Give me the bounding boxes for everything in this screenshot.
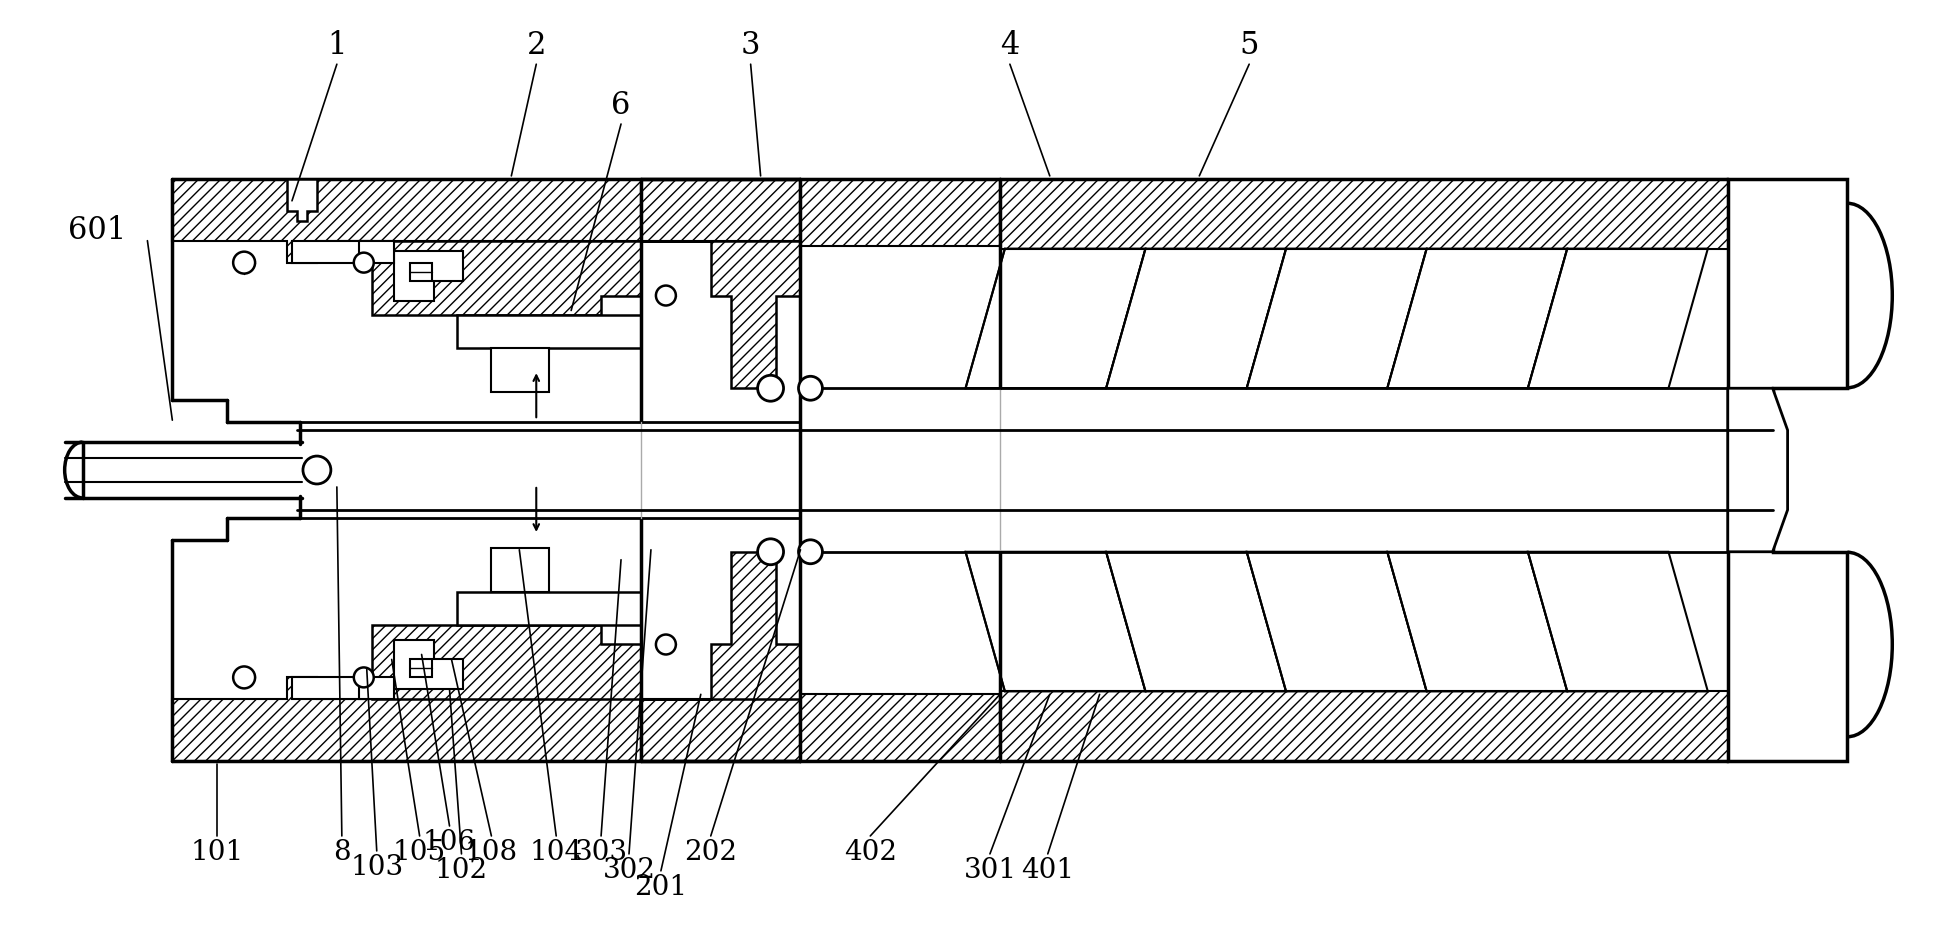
Text: 1: 1 <box>328 30 347 62</box>
Text: 202: 202 <box>684 839 736 866</box>
Polygon shape <box>1729 389 1787 552</box>
Polygon shape <box>1527 552 1707 691</box>
Text: 5: 5 <box>1240 30 1260 62</box>
Text: 106: 106 <box>422 829 477 856</box>
Text: 102: 102 <box>434 857 488 884</box>
Polygon shape <box>172 179 641 263</box>
Polygon shape <box>800 179 1000 246</box>
Polygon shape <box>641 179 800 241</box>
Polygon shape <box>409 660 432 678</box>
Polygon shape <box>641 552 800 700</box>
Polygon shape <box>965 248 1145 389</box>
Polygon shape <box>457 592 641 625</box>
Text: 101: 101 <box>190 839 244 866</box>
Polygon shape <box>641 700 800 761</box>
Circle shape <box>758 375 783 401</box>
Polygon shape <box>1388 248 1568 389</box>
Text: 302: 302 <box>603 857 655 884</box>
Circle shape <box>758 538 783 565</box>
Polygon shape <box>492 348 548 392</box>
Text: 8: 8 <box>333 839 351 866</box>
Polygon shape <box>372 625 641 700</box>
Text: 601: 601 <box>68 215 126 246</box>
Text: 2: 2 <box>527 30 547 62</box>
Polygon shape <box>492 548 548 592</box>
Polygon shape <box>372 241 641 316</box>
Polygon shape <box>965 552 1145 691</box>
Polygon shape <box>172 678 641 761</box>
Polygon shape <box>800 694 1000 761</box>
Polygon shape <box>1000 179 1729 248</box>
Polygon shape <box>293 678 372 700</box>
Circle shape <box>798 539 822 564</box>
Polygon shape <box>359 241 393 263</box>
Polygon shape <box>1000 691 1729 761</box>
Circle shape <box>355 667 374 687</box>
Polygon shape <box>1527 248 1707 389</box>
Polygon shape <box>1107 248 1287 389</box>
Text: 401: 401 <box>1021 857 1074 884</box>
Polygon shape <box>1107 552 1287 691</box>
Text: 103: 103 <box>351 854 403 881</box>
Circle shape <box>655 285 676 305</box>
Text: 201: 201 <box>634 874 688 901</box>
Polygon shape <box>393 640 463 689</box>
Text: 105: 105 <box>393 839 446 866</box>
Text: 3: 3 <box>740 30 760 62</box>
Circle shape <box>233 666 256 688</box>
Polygon shape <box>1729 179 1847 761</box>
Circle shape <box>798 376 822 400</box>
Polygon shape <box>1246 552 1426 691</box>
Text: 4: 4 <box>1000 30 1019 62</box>
Polygon shape <box>287 179 318 221</box>
Polygon shape <box>393 250 463 301</box>
Polygon shape <box>293 241 372 263</box>
Polygon shape <box>641 241 800 389</box>
Text: 104: 104 <box>529 839 583 866</box>
Text: 303: 303 <box>574 839 628 866</box>
Text: 402: 402 <box>843 839 897 866</box>
Circle shape <box>655 634 676 654</box>
Text: 301: 301 <box>963 857 1017 884</box>
Polygon shape <box>457 316 641 348</box>
Circle shape <box>302 456 331 484</box>
Polygon shape <box>1246 248 1426 389</box>
Polygon shape <box>359 678 393 700</box>
Circle shape <box>355 253 374 273</box>
Text: 6: 6 <box>610 90 630 121</box>
Polygon shape <box>409 263 432 281</box>
Text: 108: 108 <box>465 839 517 866</box>
Polygon shape <box>1388 552 1568 691</box>
Circle shape <box>233 251 256 274</box>
